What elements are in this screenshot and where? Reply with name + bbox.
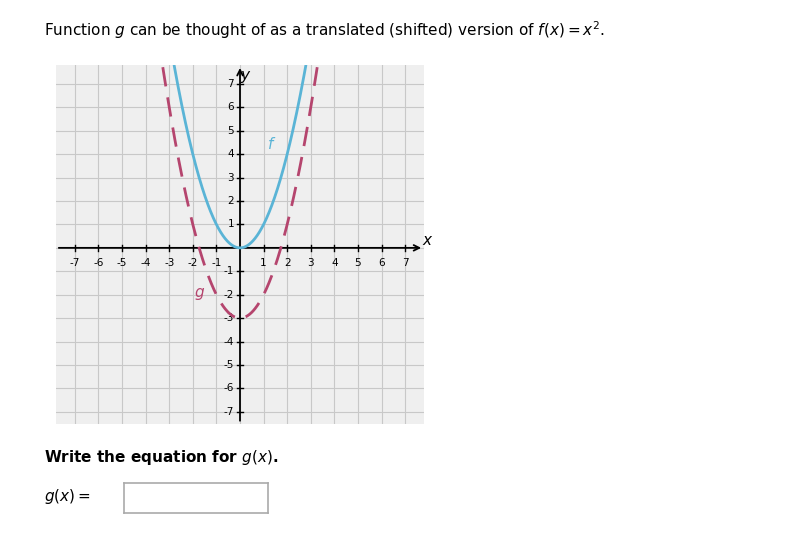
Text: 1: 1 (227, 219, 234, 230)
Text: -6: -6 (94, 258, 104, 268)
Text: 4: 4 (331, 258, 338, 268)
Text: -1: -1 (211, 258, 222, 268)
Text: -1: -1 (224, 266, 234, 276)
Text: 5: 5 (227, 126, 234, 136)
Text: $g(x) =$: $g(x) =$ (44, 488, 90, 506)
Text: -4: -4 (224, 337, 234, 346)
Text: 2: 2 (227, 196, 234, 206)
Text: 4: 4 (227, 149, 234, 159)
Text: $f$: $f$ (267, 136, 277, 153)
Text: -2: -2 (224, 290, 234, 300)
Text: -5: -5 (117, 258, 127, 268)
Text: 7: 7 (402, 258, 409, 268)
Text: -6: -6 (224, 383, 234, 394)
Text: 1: 1 (260, 258, 267, 268)
Text: -2: -2 (188, 258, 198, 268)
Text: 3: 3 (307, 258, 314, 268)
Text: -3: -3 (224, 313, 234, 323)
Text: -3: -3 (164, 258, 174, 268)
Text: 6: 6 (378, 258, 385, 268)
Text: -5: -5 (224, 360, 234, 370)
Text: $g$: $g$ (194, 286, 205, 302)
Text: Function $g$ can be thought of as a translated (shifted) version of $f(x) = x^2$: Function $g$ can be thought of as a tran… (44, 19, 605, 41)
Text: 2: 2 (284, 258, 290, 268)
Text: 3: 3 (227, 173, 234, 182)
Text: -7: -7 (224, 407, 234, 417)
Text: $y$: $y$ (240, 68, 252, 85)
Text: 6: 6 (227, 102, 234, 112)
Text: -4: -4 (141, 258, 151, 268)
Text: $x$: $x$ (422, 233, 433, 248)
Text: Write the equation for $g(x)$.: Write the equation for $g(x)$. (44, 448, 278, 467)
Text: 7: 7 (227, 79, 234, 89)
Text: -7: -7 (70, 258, 80, 268)
Text: 5: 5 (354, 258, 362, 268)
